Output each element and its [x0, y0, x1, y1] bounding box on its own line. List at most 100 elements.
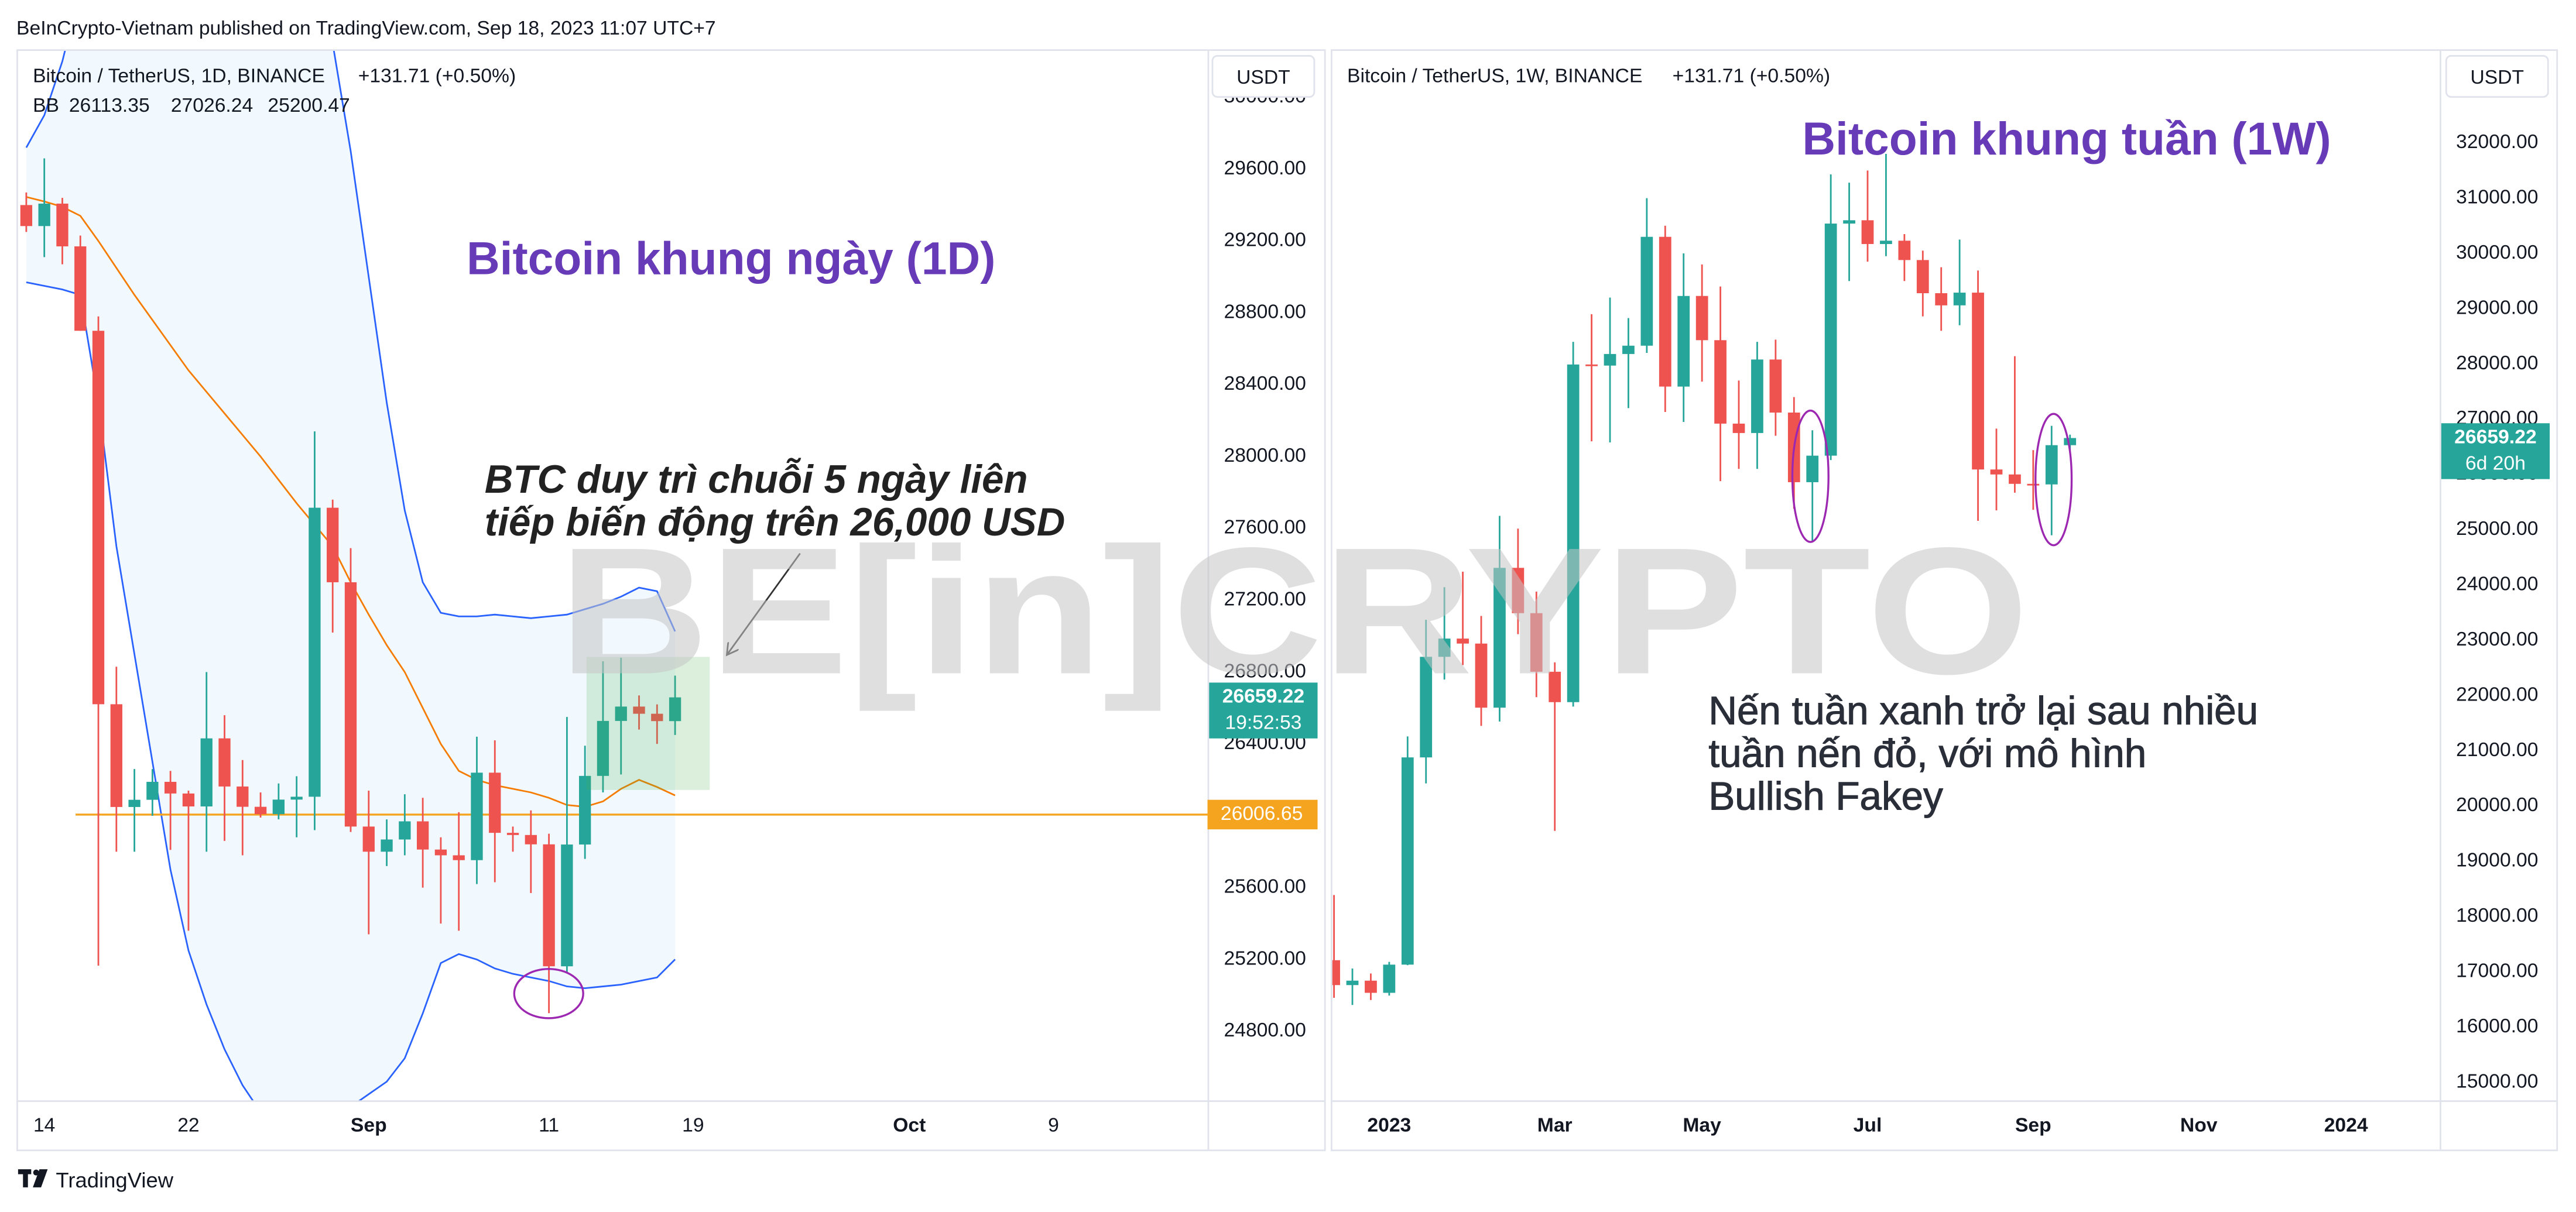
- annotation-note: tiếp biến động trên 26,000 USD: [485, 500, 1065, 544]
- candle-body: [290, 796, 303, 800]
- highlight-ellipse: [2034, 413, 2073, 547]
- y-tick-label: 29000.00: [2456, 297, 2538, 318]
- y-tick-label: 25600.00: [1224, 876, 1306, 898]
- candle-body: [651, 713, 663, 722]
- annotation-note: tuần nến đỏ, với mô hình: [1708, 732, 2146, 776]
- highlight-ellipse: [1791, 409, 1830, 543]
- symbol-legend: Bitcoin / TetherUS, 1D, BINANCE: [33, 65, 325, 87]
- indicator-name: BB: [33, 95, 59, 116]
- candle-body: [182, 793, 195, 806]
- y-tick-label: 23000.00: [2456, 629, 2538, 650]
- candle-body: [20, 205, 33, 226]
- candle-body: [1401, 757, 1414, 965]
- annotation-title: Bitcoin khung tuần (1W): [1802, 113, 2331, 164]
- y-tick-label: 22000.00: [2456, 684, 2538, 705]
- candle-body: [561, 844, 573, 967]
- y-tick-label: 16000.00: [2456, 1015, 2538, 1037]
- candle-body: [1990, 469, 2003, 475]
- countdown-label: 19:52:53: [1225, 712, 1301, 733]
- y-tick-label: 28000.00: [2456, 352, 2538, 374]
- y-tick-label: 28800.00: [1224, 301, 1306, 322]
- candle-body: [1714, 340, 1727, 424]
- currency-label[interactable]: USDT: [1236, 67, 1290, 88]
- candle-body: [615, 706, 627, 721]
- candle-body: [362, 826, 375, 852]
- y-tick-label: 27600.00: [1224, 517, 1306, 538]
- candle-body: [1549, 671, 1561, 702]
- candle-body: [525, 835, 537, 844]
- y-tick-label: 20000.00: [2456, 794, 2538, 816]
- candle-body: [1880, 241, 1892, 244]
- candle-body: [110, 704, 122, 807]
- y-tick-label: 30000.00: [1224, 85, 1306, 107]
- currency-button[interactable]: [2445, 55, 2549, 98]
- arrow: [728, 552, 801, 654]
- countdown-label: 6d 20h: [2465, 452, 2526, 474]
- y-tick-label: 24000.00: [2456, 573, 2538, 595]
- indicator-value: 26113.35: [69, 95, 150, 116]
- last-price-label: 26659.22: [2454, 426, 2536, 448]
- candle-body: [1751, 359, 1763, 433]
- candle-body: [579, 775, 591, 845]
- annotation-note: BTC duy trì chuỗi 5 ngày liên: [485, 458, 1028, 502]
- candle-body: [165, 781, 177, 794]
- candle-body: [92, 331, 105, 705]
- price-label-bg: [1209, 682, 1318, 739]
- x-tick-label: 9: [1048, 1114, 1059, 1136]
- plot-area: [20, 51, 1208, 1101]
- candle-body: [1659, 236, 1671, 387]
- x-tick-label: Sep: [2015, 1114, 2051, 1136]
- currency-button[interactable]: [1211, 55, 1316, 98]
- y-tick-label: 28400.00: [1224, 373, 1306, 394]
- candle-body: [381, 839, 393, 852]
- y-tick-label: 15000.00: [2456, 1070, 2538, 1092]
- candle-body: [1332, 960, 1340, 986]
- candle-body: [1346, 980, 1359, 986]
- candle-body: [669, 697, 681, 722]
- candle-body: [1604, 353, 1616, 366]
- x-tick-label: 19: [682, 1114, 704, 1136]
- candle-body: [1806, 455, 1819, 482]
- y-tick-label: 19000.00: [2456, 850, 2538, 871]
- candle-body: [1935, 293, 1948, 305]
- y-tick-label: 29600.00: [1224, 157, 1306, 179]
- candle-body: [597, 720, 609, 776]
- y-tick-label: 18000.00: [2456, 905, 2538, 926]
- candle-body: [489, 772, 501, 833]
- currency-label[interactable]: USDT: [2470, 67, 2524, 88]
- x-tick-label: 2024: [2324, 1114, 2368, 1136]
- change-legend: +131.71 (+0.50%): [358, 65, 516, 87]
- candle-body: [38, 203, 50, 226]
- candle-body: [1769, 359, 1782, 413]
- x-tick-label: Nov: [2180, 1114, 2218, 1136]
- x-tick-label: Jul: [1854, 1114, 1882, 1136]
- pane-frame: [16, 49, 1326, 1152]
- change-legend: +131.71 (+0.50%): [1673, 65, 1830, 87]
- candle-body: [1677, 296, 1690, 387]
- footer-logo: [18, 1169, 48, 1187]
- candle-body: [254, 806, 267, 815]
- y-tick-label: 30000.00: [2456, 242, 2538, 263]
- candle-body: [1972, 293, 1984, 470]
- symbol-legend: Bitcoin / TetherUS, 1W, BINANCE: [1347, 65, 1642, 87]
- x-tick-label: 11: [539, 1114, 559, 1136]
- candle-body: [1438, 638, 1451, 657]
- x-tick-label: May: [1683, 1114, 1721, 1136]
- candle-body: [543, 844, 555, 967]
- x-tick-label: Mar: [1537, 1114, 1573, 1136]
- candle-body: [399, 821, 411, 840]
- candle-body: [1916, 260, 1929, 294]
- candle-body: [1493, 568, 1506, 708]
- candle-body: [416, 821, 429, 850]
- annotation-title: Bitcoin khung ngày (1D): [467, 233, 995, 284]
- y-tick-label: 29200.00: [1224, 229, 1306, 251]
- candle-body: [453, 855, 465, 860]
- x-tick-label: 14: [33, 1114, 55, 1136]
- candle-body: [506, 833, 519, 835]
- indicator-line: [25, 51, 676, 632]
- y-tick-label: 24800.00: [1224, 1019, 1306, 1041]
- candle-body: [633, 706, 645, 714]
- last-price-label: 26659.22: [1222, 686, 1304, 708]
- candle-body: [1843, 220, 1855, 224]
